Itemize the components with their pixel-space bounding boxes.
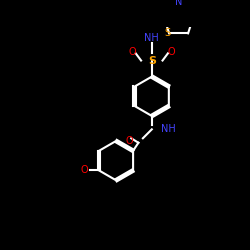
Text: S: S — [164, 28, 170, 38]
Text: N: N — [175, 0, 182, 6]
Text: O: O — [168, 46, 175, 56]
Text: NH: NH — [161, 124, 176, 134]
Text: O: O — [128, 46, 136, 56]
Text: NH: NH — [144, 33, 159, 43]
Text: S: S — [148, 56, 156, 66]
Text: O: O — [126, 136, 133, 146]
Text: O: O — [80, 166, 88, 175]
